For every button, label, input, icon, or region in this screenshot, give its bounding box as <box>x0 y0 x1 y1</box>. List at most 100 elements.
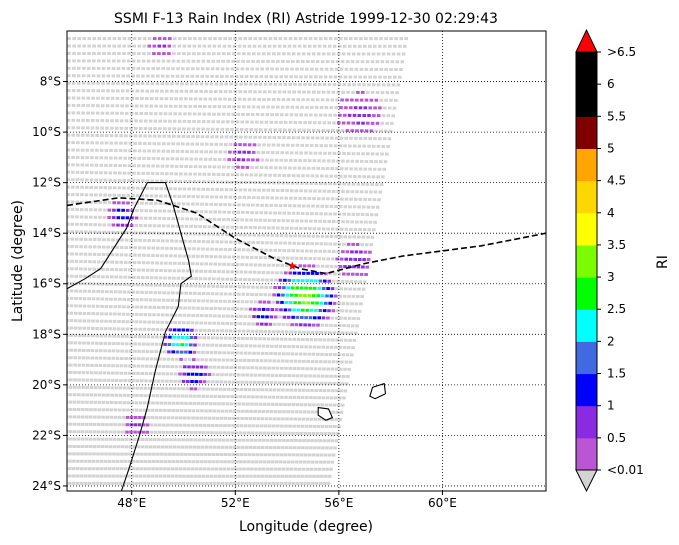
swath-pixel <box>146 481 150 485</box>
swath-pixel <box>295 374 300 378</box>
swath-pixel <box>314 67 319 71</box>
rain-pixel <box>316 294 320 298</box>
swath-pixel <box>282 249 286 253</box>
swath-pixel <box>327 121 331 125</box>
swath-pixel <box>281 323 286 326</box>
swath-pixel <box>95 148 99 152</box>
swath-pixel <box>96 96 100 100</box>
swath-pixel <box>206 292 210 296</box>
rain-pixel <box>134 216 139 220</box>
swath-pixel <box>85 156 89 160</box>
swath-pixel <box>67 267 70 271</box>
swath-pixel <box>133 149 137 153</box>
swath-pixel <box>255 120 259 124</box>
rain-pixel <box>178 372 182 376</box>
swath-pixel <box>157 142 161 146</box>
swath-pixel <box>304 374 308 378</box>
swath-pixel <box>321 467 325 471</box>
swath-pixel <box>52 452 56 455</box>
swath-pixel <box>285 359 289 363</box>
swath-pixel <box>112 37 117 41</box>
swath-pixel <box>139 209 144 213</box>
swath-pixel <box>343 389 348 393</box>
swath-pixel <box>180 157 184 161</box>
rain-pixel <box>168 37 172 41</box>
swath-pixel <box>306 359 310 363</box>
swath-pixel <box>81 111 85 115</box>
swath-pixel <box>141 276 145 280</box>
swath-pixel <box>187 120 191 123</box>
swath-pixel <box>344 37 348 41</box>
swath-pixel <box>270 151 275 155</box>
swath-pixel <box>109 149 113 152</box>
swath-pixel <box>218 158 222 161</box>
swath-pixel <box>348 75 353 79</box>
swath-pixel <box>245 409 249 413</box>
swath-pixel <box>134 327 138 331</box>
swath-pixel <box>217 314 221 318</box>
swath-pixel <box>208 365 212 369</box>
rain-pixel <box>134 416 138 419</box>
swath-pixel <box>346 324 351 328</box>
swath-pixel <box>240 380 244 384</box>
swath-pixel <box>213 402 217 406</box>
swath-pixel <box>142 481 146 485</box>
swath-pixel <box>134 401 139 405</box>
swath-pixel <box>262 44 267 48</box>
swath-pixel <box>231 218 235 222</box>
swath-pixel <box>170 239 174 243</box>
swath-pixel <box>214 299 218 303</box>
swath-pixel <box>259 75 264 79</box>
swath-pixel <box>247 395 251 399</box>
swath-pixel <box>342 152 346 155</box>
swath-pixel <box>202 423 207 427</box>
swath-pixel <box>200 445 205 449</box>
swath-pixel <box>199 262 204 266</box>
swath-pixel <box>156 67 160 71</box>
swath-pixel <box>107 481 111 485</box>
swath-pixel <box>224 82 228 86</box>
swath-pixel <box>254 75 259 79</box>
swath-pixel <box>289 151 294 155</box>
swath-pixel <box>101 81 105 85</box>
swath-pixel <box>241 203 246 207</box>
swath-pixel <box>287 174 291 177</box>
swath-pixel <box>323 453 328 457</box>
colorbar-tick-label: 4 <box>607 206 615 220</box>
swath-pixel <box>145 364 149 368</box>
swath-pixel <box>188 37 192 41</box>
swath-pixel <box>343 174 348 178</box>
swath-pixel <box>270 67 274 71</box>
swath-pixel <box>156 246 160 250</box>
swath-pixel <box>263 82 268 86</box>
swath-pixel <box>81 363 86 367</box>
swath-pixel <box>124 238 129 242</box>
swath-pixel <box>360 213 365 216</box>
swath-pixel <box>84 237 88 241</box>
rain-pixel <box>204 365 208 369</box>
swath-pixel <box>252 233 256 237</box>
swath-pixel <box>112 334 116 338</box>
rain-pixel <box>129 430 133 434</box>
swath-pixel <box>159 408 163 412</box>
swath-pixel <box>342 346 347 349</box>
swath-pixel <box>143 460 148 463</box>
swath-pixel <box>319 381 324 385</box>
swath-pixel <box>369 190 373 194</box>
swath-pixel <box>89 193 93 197</box>
swath-pixel <box>205 195 209 199</box>
swath-pixel <box>114 134 119 138</box>
swath-pixel <box>143 320 147 324</box>
swath-pixel <box>62 74 66 77</box>
swath-pixel <box>108 437 113 441</box>
swath-pixel <box>215 460 219 464</box>
swath-pixel <box>301 338 305 341</box>
swath-pixel <box>312 345 317 349</box>
swath-pixel <box>293 121 298 124</box>
rain-pixel <box>255 322 260 326</box>
swath-pixel <box>92 252 97 256</box>
swath-pixel <box>80 445 84 448</box>
swath-pixel <box>193 291 197 295</box>
swath-pixel <box>74 259 79 263</box>
swath-pixel <box>257 474 261 478</box>
